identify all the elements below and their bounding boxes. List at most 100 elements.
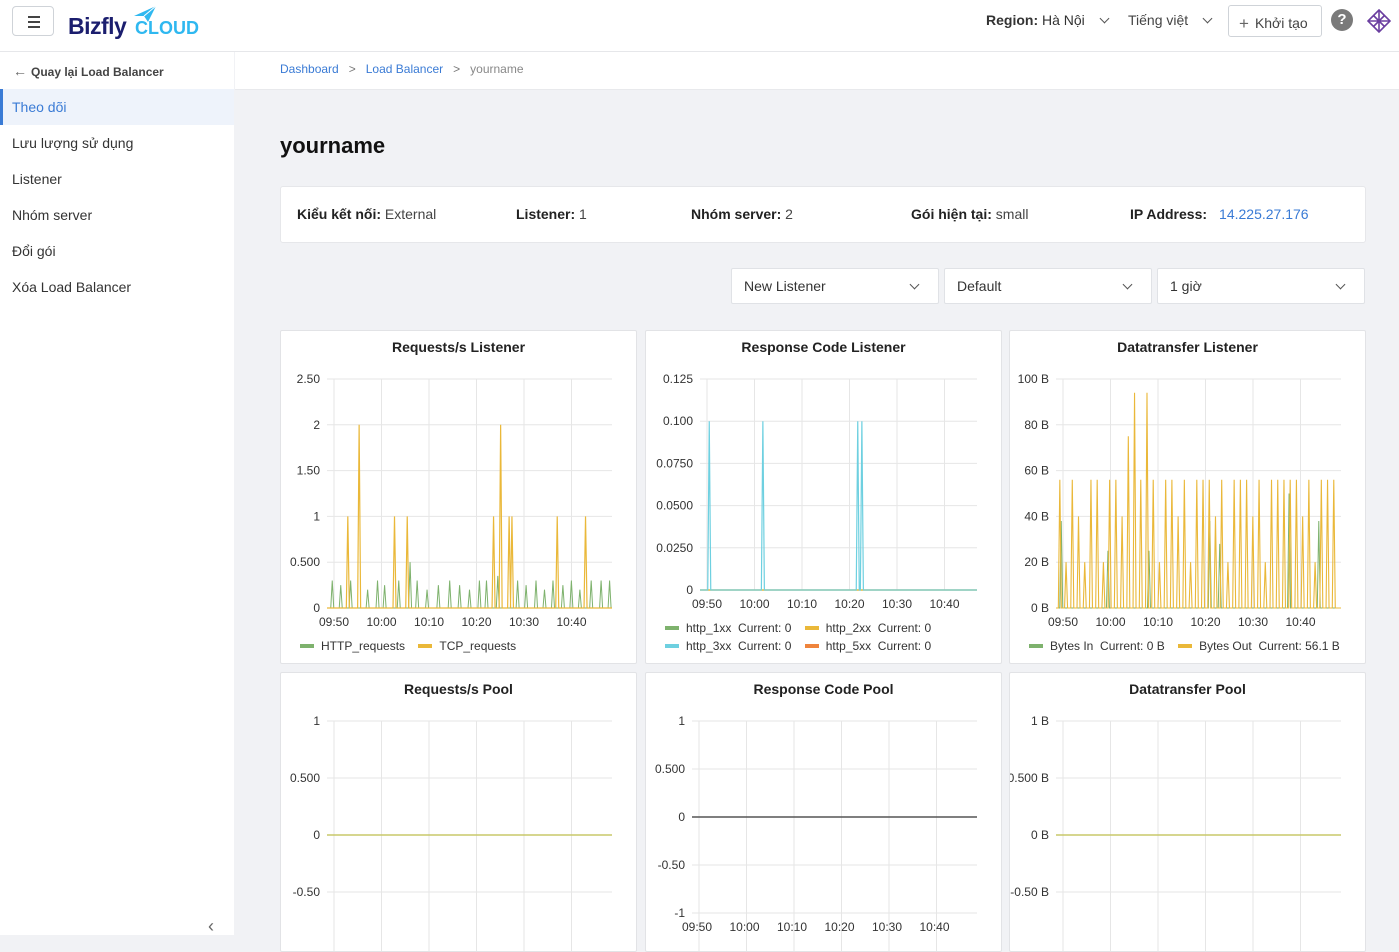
sidebar-item-change-plan[interactable]: Đổi gói [12,243,56,259]
legend-label: Bytes In [1050,639,1094,653]
y-tick-label: -1 [674,906,685,920]
x-tick-label: 09:50 [692,597,722,611]
legend-label: http_3xx [686,639,732,653]
y-tick-label: 1 [313,714,320,728]
y-tick-label: 20 B [1024,555,1049,569]
x-tick-label: 10:30 [872,920,902,934]
legend-label: TCP_requests [439,639,517,653]
info-connection-value: External [384,206,437,222]
info-listener: Listener: 1 [516,206,587,222]
legend-label: http_5xx [825,639,872,653]
response-code-pool-chart: 1 0.500 0 -0.50 -109:50 10:00 10:10 10:20 10:30 1… [655,714,977,951]
help-icon[interactable]: ? [1331,9,1353,31]
y-tick-label: -0.50 [658,858,686,872]
back-label: Quay lại Load Balancer [31,65,164,79]
info-ip-value[interactable]: 14.225.27.176 [1219,206,1309,222]
y-tick-label: 0 B [1031,601,1049,615]
y-tick-label: 0.0750 [656,456,693,470]
x-tick-label: 10:00 [729,920,759,934]
y-tick-label: 40 B [1024,509,1049,523]
legend-label: http_1xx [686,621,732,635]
x-tick-label: 10:40 [919,920,949,934]
collapse-sidebar-icon[interactable]: ‹ [208,916,214,936]
language-value: Tiếng việt [1128,12,1189,28]
x-tick-label: 10:40 [556,615,586,629]
y-tick-label: 1 [313,509,320,523]
y-tick-label: 0.500 B [1010,771,1049,785]
x-tick-label: 09:50 [319,615,349,629]
create-button[interactable]: + Khởi tạo [1228,5,1322,37]
chart-panel-requests-pool: 1 0.500 0 -0.50 Requests/s Pool [280,672,637,952]
chart-title: Datatransfer Listener [1117,339,1258,355]
top-bar: Bizfly CLOUD Region: Hà Nội Tiếng việt +… [0,0,1399,52]
sidebar-item-usage[interactable]: Lưu lượng sử dụng [12,135,134,151]
apps-grid-icon[interactable] [1367,9,1391,33]
chart-title: Requests/s Pool [404,681,513,697]
breadcrumb-separator: > [348,62,356,76]
chevron-down-icon [1099,13,1110,24]
y-tick-label: 80 B [1024,418,1049,432]
requests-pool-chart: 1 0.500 0 -0.50 [290,714,612,951]
chevron-down-icon [1335,279,1346,290]
x-tick-label: 10:00 [739,597,769,611]
legend-swatch [665,643,679,648]
info-ip: IP Address: 14.225.27.176 [1130,206,1309,222]
legend-current: Current: 0 B [1100,639,1165,653]
x-tick-label: 09:50 [682,920,712,934]
legend-current: Current: 0 [877,621,932,635]
sidebar: ← Quay lại Load Balancer Theo dõi Lưu lượ… [0,52,234,936]
breadcrumb-dashboard[interactable]: Dashboard [280,62,339,76]
legend-swatch [804,625,819,630]
chart-legend: http_3xx Current: 0 http_5xx Current: 0 [665,639,931,653]
sidebar-item-delete-lb[interactable]: Xóa Load Balancer [12,279,132,295]
language-selector[interactable]: Tiếng việt [1128,12,1213,28]
chevron-down-icon [1202,13,1213,24]
chart-panel-datatransfer-pool: 1 B 0.500 B 0 B -0.50 B Datatransfer Pool [1009,672,1366,952]
x-tick-label: 10:20 [1190,615,1220,629]
y-tick-label: 1 B [1031,714,1049,728]
response-code-listener-chart: 0.125 0.100 0.0750 0.0500 0.0250 009:50 10:00 1… [656,372,977,611]
legend-current: Current: 0 [738,639,792,653]
breadcrumb-current: yourname [470,62,524,76]
x-tick-label: 10:30 [1238,615,1268,629]
info-connection-label: Kiểu kết nối: [297,206,382,222]
legend-swatch [804,643,819,648]
y-tick-label: 0 [686,583,693,597]
breadcrumb-load-balancer[interactable]: Load Balancer [365,62,444,76]
datatransfer-pool-chart: 1 B 0.500 B 0 B -0.50 B [1010,714,1341,951]
legend-label: Bytes Out [1199,639,1252,653]
menu-toggle-button[interactable] [12,6,54,36]
y-tick-label: 0.0500 [656,499,693,513]
x-tick-label: 10:00 [366,615,396,629]
time-range-select[interactable]: 1 giờ [1157,268,1365,304]
sidebar-item-server-group[interactable]: Nhóm server [12,207,93,223]
y-tick-label: 2.50 [297,372,321,386]
bizfly-logo[interactable]: Bizfly CLOUD [68,5,208,44]
region-selector[interactable]: Region: Hà Nội [986,12,1110,28]
y-tick-label: -0.50 B [1010,885,1049,899]
legend-swatch [665,625,679,630]
x-tick-label: 09:50 [1048,615,1078,629]
legend-current: Current: 56.1 B [1258,639,1340,653]
info-ip-label: IP Address: [1130,206,1208,222]
arrow-left-icon: ← [13,63,27,79]
sidebar-item-listener[interactable]: Listener [12,171,62,187]
y-tick-label: 2 [313,418,320,432]
x-tick-label: 10:10 [787,597,817,611]
region-value: Hà Nội [1042,12,1085,28]
y-tick-label: 0.0250 [656,541,693,555]
x-tick-label: 10:20 [824,920,854,934]
y-tick-label: 1.50 [297,464,321,478]
chevron-down-icon [1122,279,1133,290]
sidebar-item-monitor[interactable]: Theo dõi [0,89,234,125]
back-to-load-balancer-link[interactable]: ← Quay lại Load Balancer [13,63,164,79]
listener-select[interactable]: New Listener [731,268,939,304]
chart-title: Response Code Listener [741,339,906,355]
legend-current: Current: 0 [738,621,792,635]
create-label: Khởi tạo [1254,15,1308,31]
info-server-group-value: 2 [785,206,793,222]
pool-select[interactable]: Default [944,268,1152,304]
series-line-http-requests [327,562,612,609]
x-tick-label: 10:00 [1095,615,1125,629]
chart-legend: Bytes In Current: 0 B Bytes Out Current:… [1029,639,1340,653]
